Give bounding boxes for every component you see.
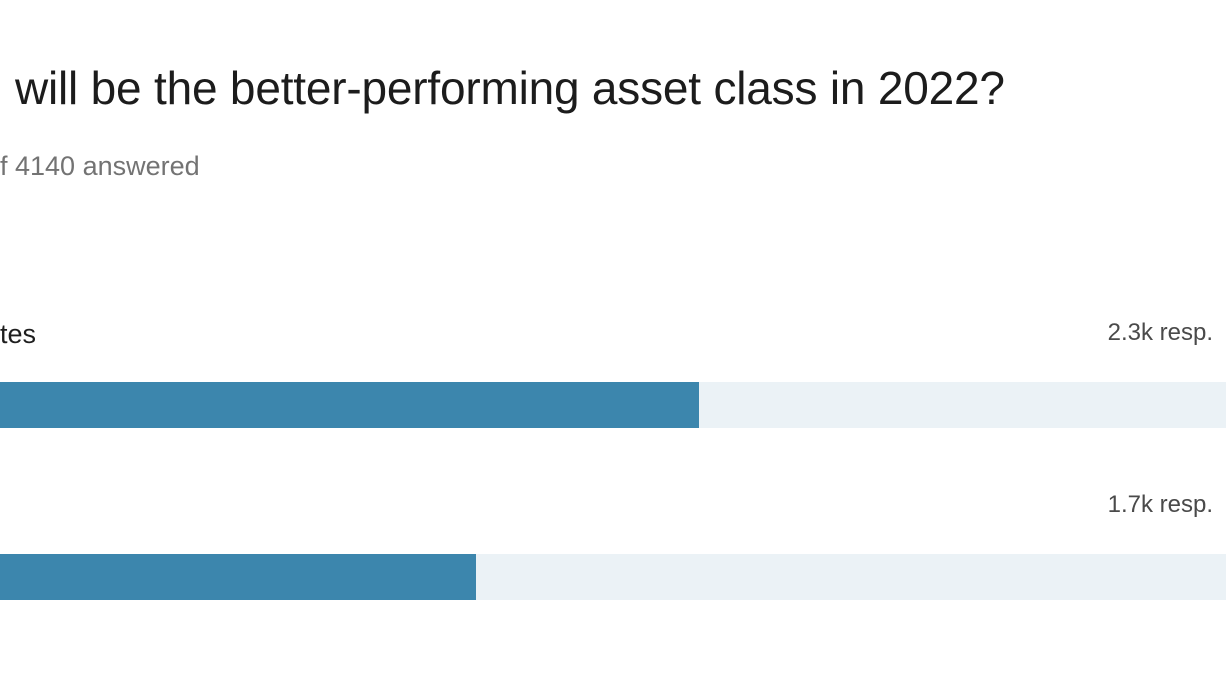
answered-count: f 4140 answered (0, 151, 200, 181)
option-bar-track[interactable] (0, 382, 1226, 428)
option-response-count: 1.7k resp. (1107, 491, 1213, 518)
option-response-count: 2.3k resp. (1107, 319, 1213, 346)
option-label: tes (0, 319, 37, 349)
option-bar-fill (0, 382, 699, 428)
option-bar-track[interactable] (0, 554, 1226, 600)
poll-question: will be the better-performing asset clas… (15, 62, 1005, 114)
option-bar-fill (0, 554, 476, 600)
